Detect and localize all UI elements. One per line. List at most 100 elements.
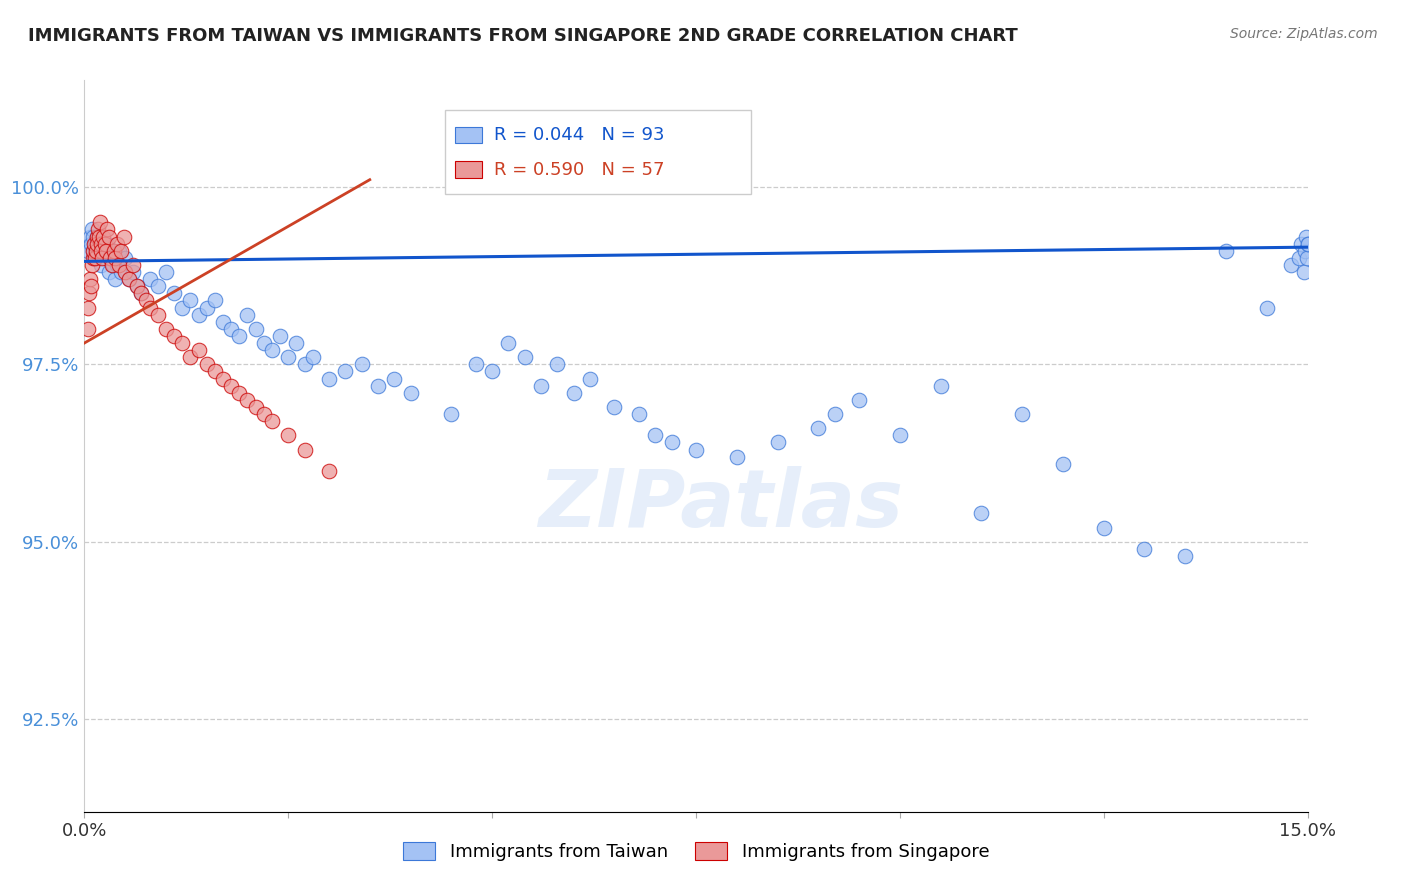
Point xyxy=(104,272,127,286)
Point xyxy=(1295,229,1317,244)
Point xyxy=(172,336,194,351)
Point xyxy=(82,244,104,258)
Point xyxy=(100,251,122,265)
Point xyxy=(103,244,125,258)
Point xyxy=(93,251,115,265)
Text: R = 0.590   N = 57: R = 0.590 N = 57 xyxy=(494,161,665,178)
Point xyxy=(464,357,486,371)
Point xyxy=(91,251,114,265)
Point xyxy=(627,407,650,421)
Point xyxy=(260,414,283,428)
Point xyxy=(107,244,129,258)
Point xyxy=(127,279,149,293)
Point xyxy=(100,251,122,265)
Point xyxy=(1294,244,1316,258)
Point xyxy=(84,244,107,258)
Point xyxy=(245,322,267,336)
Point xyxy=(236,308,259,322)
Point xyxy=(114,265,136,279)
Point xyxy=(84,236,107,251)
Point xyxy=(661,435,683,450)
Point xyxy=(187,343,209,358)
Text: Source: ZipAtlas.com: Source: ZipAtlas.com xyxy=(1230,27,1378,41)
Point xyxy=(172,301,194,315)
Point xyxy=(87,251,110,265)
Point xyxy=(277,428,299,442)
Point xyxy=(212,371,235,385)
Point xyxy=(245,400,267,414)
Point xyxy=(644,428,666,442)
Text: ZIPatlas: ZIPatlas xyxy=(538,466,903,543)
Point xyxy=(131,286,153,301)
Point xyxy=(195,357,218,371)
Legend: Immigrants from Taiwan, Immigrants from Singapore: Immigrants from Taiwan, Immigrants from … xyxy=(395,835,997,869)
Point xyxy=(105,258,128,272)
Point xyxy=(146,308,169,322)
Point xyxy=(1256,301,1278,315)
Point xyxy=(90,258,112,272)
Point xyxy=(236,392,259,407)
Point xyxy=(86,236,108,251)
Point xyxy=(80,222,103,236)
Point xyxy=(87,229,110,244)
Point xyxy=(83,251,105,265)
Point xyxy=(118,272,141,286)
Text: IMMIGRANTS FROM TAIWAN VS IMMIGRANTS FROM SINGAPORE 2ND GRADE CORRELATION CHART: IMMIGRANTS FROM TAIWAN VS IMMIGRANTS FRO… xyxy=(28,27,1018,45)
Point xyxy=(579,371,602,385)
Point xyxy=(86,229,108,244)
Point xyxy=(104,251,127,265)
Point xyxy=(1133,541,1156,556)
Point xyxy=(131,286,153,301)
Point xyxy=(96,244,118,258)
Point xyxy=(90,236,112,251)
Point xyxy=(87,222,110,236)
Point xyxy=(101,258,124,272)
Point xyxy=(318,371,340,385)
FancyBboxPatch shape xyxy=(446,110,751,194)
Point xyxy=(1092,521,1115,535)
Point xyxy=(80,236,103,251)
Point xyxy=(970,507,993,521)
Point xyxy=(80,279,103,293)
Point xyxy=(929,378,952,392)
Point xyxy=(155,322,177,336)
Point xyxy=(530,378,553,392)
Point xyxy=(135,293,157,308)
Point xyxy=(269,329,291,343)
Point xyxy=(96,222,118,236)
Point xyxy=(440,407,463,421)
Point xyxy=(138,301,160,315)
Point xyxy=(382,371,405,385)
Point xyxy=(86,229,108,244)
Point xyxy=(1296,236,1319,251)
Point xyxy=(82,244,104,258)
Point xyxy=(77,301,100,315)
Point xyxy=(138,272,160,286)
Point xyxy=(114,251,136,265)
Point xyxy=(97,229,120,244)
Point xyxy=(91,229,114,244)
Point xyxy=(848,392,870,407)
Point xyxy=(301,350,323,364)
Point xyxy=(1292,265,1315,279)
Point xyxy=(562,385,585,400)
Point xyxy=(1215,244,1237,258)
Point xyxy=(80,258,103,272)
Point xyxy=(1288,251,1310,265)
Point xyxy=(127,279,149,293)
Point xyxy=(91,244,114,258)
Point xyxy=(79,229,101,244)
Point xyxy=(546,357,568,371)
Point xyxy=(807,421,830,435)
Point xyxy=(89,215,111,229)
Point xyxy=(285,336,308,351)
Point xyxy=(204,293,226,308)
Point xyxy=(219,322,242,336)
Point xyxy=(498,336,520,351)
Point xyxy=(399,385,422,400)
Point xyxy=(367,378,389,392)
Point xyxy=(260,343,283,358)
Point xyxy=(195,301,218,315)
Point xyxy=(204,364,226,378)
Point xyxy=(96,236,118,251)
